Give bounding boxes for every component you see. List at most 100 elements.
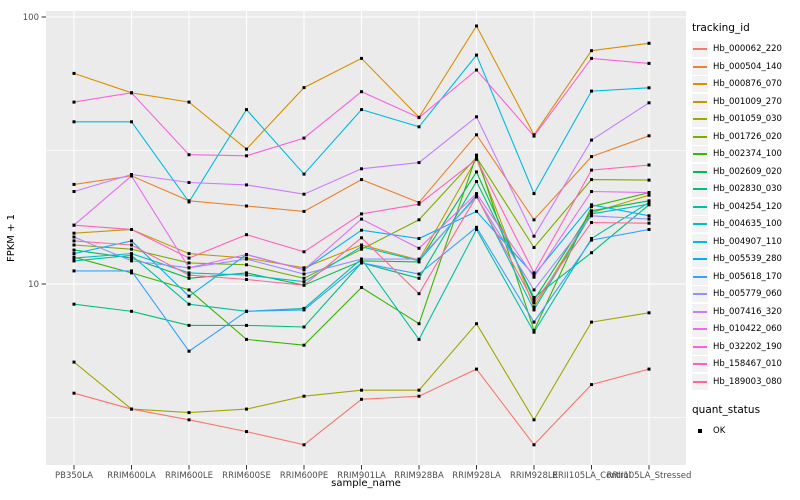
data-point [187, 256, 191, 260]
y-axis-title: FPKM + 1 [6, 213, 17, 263]
x-tick-label: RRIM600SE [222, 471, 271, 481]
data-point [360, 388, 363, 392]
data-point [417, 292, 421, 296]
legend-key-swatch [692, 93, 708, 110]
data-point [360, 259, 363, 263]
data-point [302, 192, 306, 196]
data-point [475, 157, 478, 161]
x-tick-label: RRIM928LA [452, 471, 501, 481]
data-point [590, 205, 593, 209]
legend-key-swatch [692, 58, 708, 75]
data-point [532, 298, 536, 302]
data-point [647, 178, 651, 182]
data-point [417, 218, 421, 222]
data-point [302, 283, 306, 287]
black-square-point-icon [698, 428, 702, 433]
data-point [187, 288, 191, 292]
data-point [475, 192, 478, 196]
data-point [647, 311, 651, 315]
data-point [72, 71, 76, 75]
data-point [302, 86, 306, 90]
series-color-line-icon [693, 118, 707, 120]
data-point [130, 259, 133, 263]
x-tick-label: RRIM928BA [394, 471, 444, 481]
data-point [302, 276, 306, 280]
data-point [72, 360, 76, 364]
data-point [417, 272, 421, 276]
data-point [647, 367, 651, 371]
series-color-line-icon [693, 153, 707, 155]
data-point [532, 234, 536, 238]
legend-label: Hb_001726_020 [713, 131, 782, 142]
data-point [590, 214, 593, 218]
legend: tracking_id Hb_000062_220 Hb_000504_140 Hb… [692, 22, 800, 440]
data-point [302, 209, 306, 213]
data-point [130, 91, 133, 95]
data-point [302, 325, 306, 329]
data-point [245, 430, 248, 434]
data-point [130, 120, 133, 124]
legend-item-Hb_004907_110: Hb_004907_110 [692, 233, 800, 250]
data-point [360, 397, 363, 401]
data-point [417, 257, 421, 261]
data-point [360, 247, 363, 251]
legend-key-swatch [692, 303, 708, 320]
data-point [130, 239, 133, 243]
data-point [302, 268, 306, 272]
legend-item-Hb_005779_060: Hb_005779_060 [692, 286, 800, 302]
legend-label: Hb_001059_030 [713, 114, 782, 124]
legend-key-swatch [692, 76, 708, 92]
data-point [532, 305, 536, 309]
data-point [475, 170, 478, 174]
series-color-line-icon [693, 188, 707, 190]
series-color-line-icon [693, 205, 707, 208]
data-point [72, 243, 76, 247]
y-tick-label: 10 [28, 280, 39, 290]
data-point [647, 86, 651, 90]
legend-label: Hb_000504_140 [713, 61, 782, 72]
data-point [360, 261, 363, 265]
data-point [187, 100, 191, 104]
data-point [417, 246, 421, 250]
data-point [130, 174, 133, 178]
data-point [302, 394, 306, 398]
data-point [590, 212, 593, 216]
series-color-line-icon [693, 223, 707, 225]
data-point [532, 134, 536, 138]
x-tick-label: RRIM600LA [107, 471, 156, 481]
data-point [590, 320, 593, 324]
data-point [245, 273, 248, 277]
data-point [647, 101, 651, 105]
data-point [302, 443, 306, 447]
data-point [532, 288, 536, 292]
data-point [245, 271, 248, 275]
data-point [532, 296, 536, 299]
series-color-line-icon [693, 170, 707, 173]
series-color-line-icon [693, 363, 707, 365]
data-point [590, 56, 593, 60]
legend-label: Hb_005779_060 [713, 289, 782, 299]
data-point [417, 394, 421, 398]
series-color-line-icon [693, 135, 707, 138]
data-point [187, 418, 191, 422]
data-point [245, 263, 248, 267]
data-point [360, 243, 363, 247]
data-point [475, 180, 478, 183]
legend-key-swatch [692, 163, 708, 180]
legend-item-Hb_032202_190: Hb_032202_190 [692, 338, 800, 355]
legend-title-tracking-id: tracking_id [692, 22, 750, 34]
legend-label: Hb_189003_080 [713, 376, 782, 387]
data-point [417, 388, 421, 392]
data-point [360, 178, 363, 182]
series-color-line-icon [693, 65, 707, 68]
legend-item-Hb_002830_030: Hb_002830_030 [692, 181, 800, 197]
legend-item-Hb_004635_100: Hb_004635_100 [692, 216, 800, 232]
data-point [647, 202, 651, 206]
data-point [72, 120, 76, 124]
data-point [590, 251, 593, 255]
data-point [532, 275, 536, 279]
data-point [532, 218, 536, 222]
data-point [302, 343, 306, 347]
data-point [647, 201, 651, 204]
data-point [130, 256, 133, 260]
